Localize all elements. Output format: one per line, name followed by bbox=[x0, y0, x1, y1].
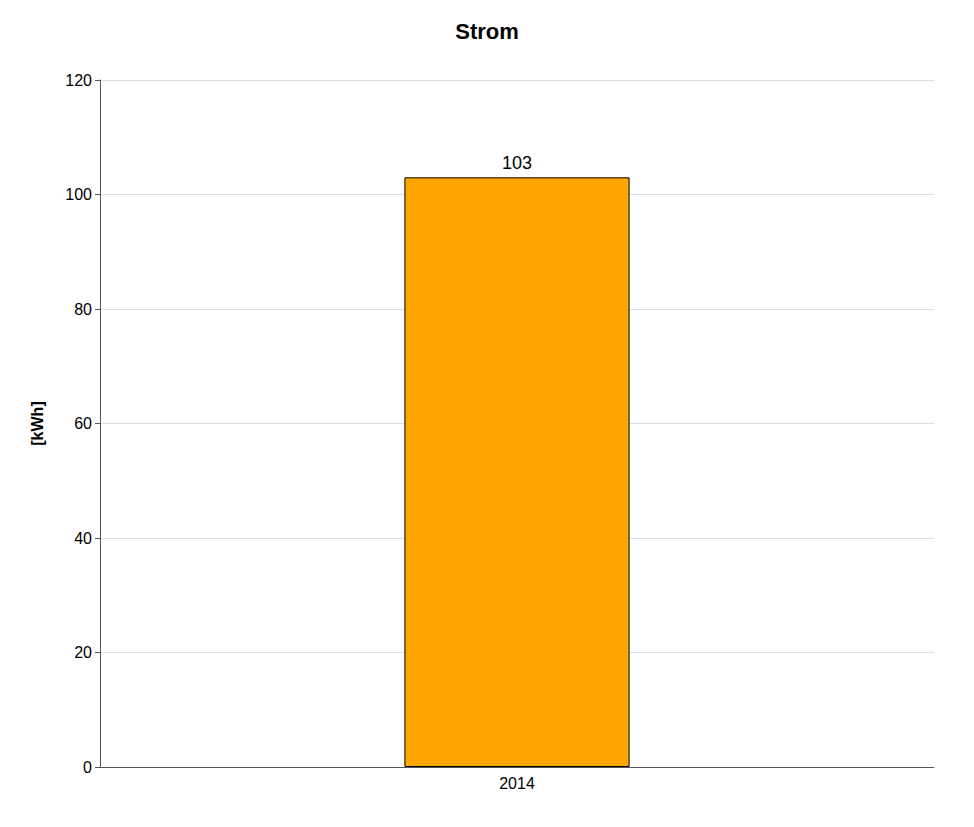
svg-text:103: 103 bbox=[502, 153, 532, 173]
svg-text:20: 20 bbox=[74, 644, 92, 661]
svg-text:100: 100 bbox=[65, 186, 92, 203]
svg-text:120: 120 bbox=[65, 72, 92, 89]
svg-text:60: 60 bbox=[74, 415, 92, 432]
svg-text:0: 0 bbox=[83, 759, 92, 776]
svg-text:[kWh]: [kWh] bbox=[29, 401, 46, 445]
svg-text:40: 40 bbox=[74, 530, 92, 547]
svg-text:2014: 2014 bbox=[499, 775, 535, 792]
svg-text:Strom: Strom bbox=[455, 19, 519, 44]
svg-text:80: 80 bbox=[74, 301, 92, 318]
